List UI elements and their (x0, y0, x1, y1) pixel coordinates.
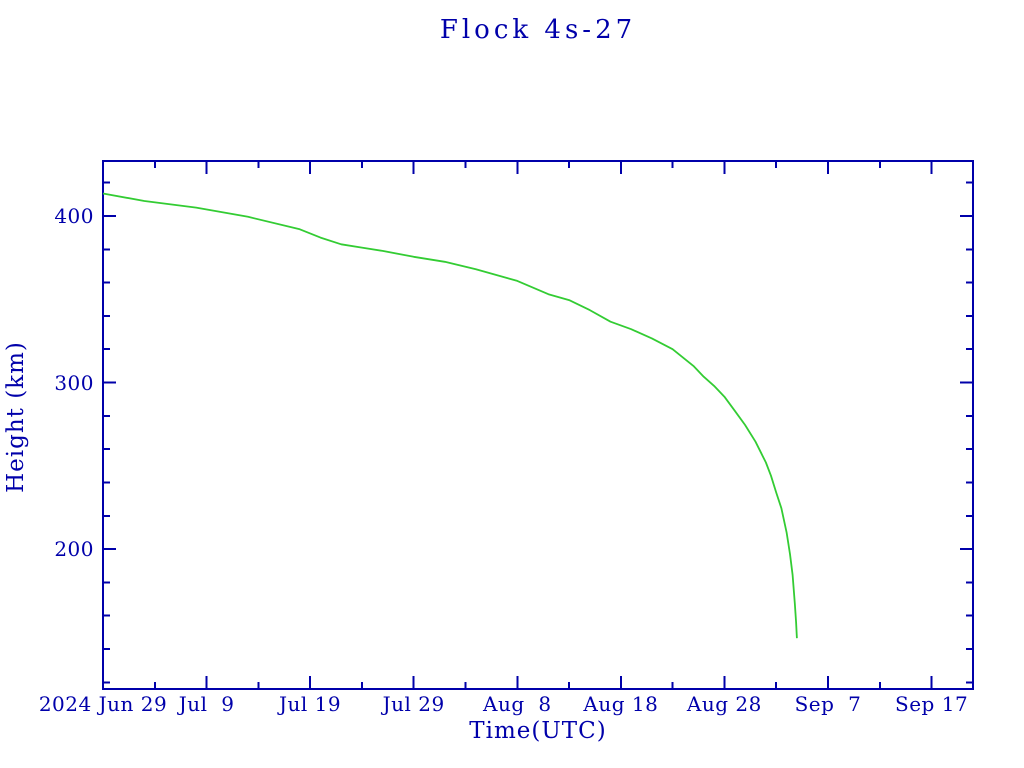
chart-title: Flock 4s-27 (439, 15, 637, 45)
height-curve (102, 192, 798, 639)
x-tick-label: Sep 17 (895, 692, 969, 716)
x-axis-title: Time(UTC) (469, 718, 607, 744)
y-tick-label: 200 (54, 537, 94, 562)
x-tick-label: Aug 8 (483, 692, 552, 716)
x-tick-label: Sep 7 (794, 692, 862, 716)
y-tick-label: 300 (54, 370, 94, 395)
x-tick-label: Aug 18 (583, 692, 659, 716)
x-tick-label: Jul 9 (178, 692, 235, 716)
y-tick-label: 400 (54, 204, 94, 228)
x-tick-label: Jul 29 (382, 692, 445, 716)
x-tick-label: Aug 28 (686, 692, 762, 716)
x-tick-label: 2024 Jun 29 (38, 692, 168, 716)
y-axis-title: Height (km) (3, 341, 29, 493)
plot-frame (102, 160, 974, 690)
x-tick-label: Jul 19 (279, 692, 342, 716)
